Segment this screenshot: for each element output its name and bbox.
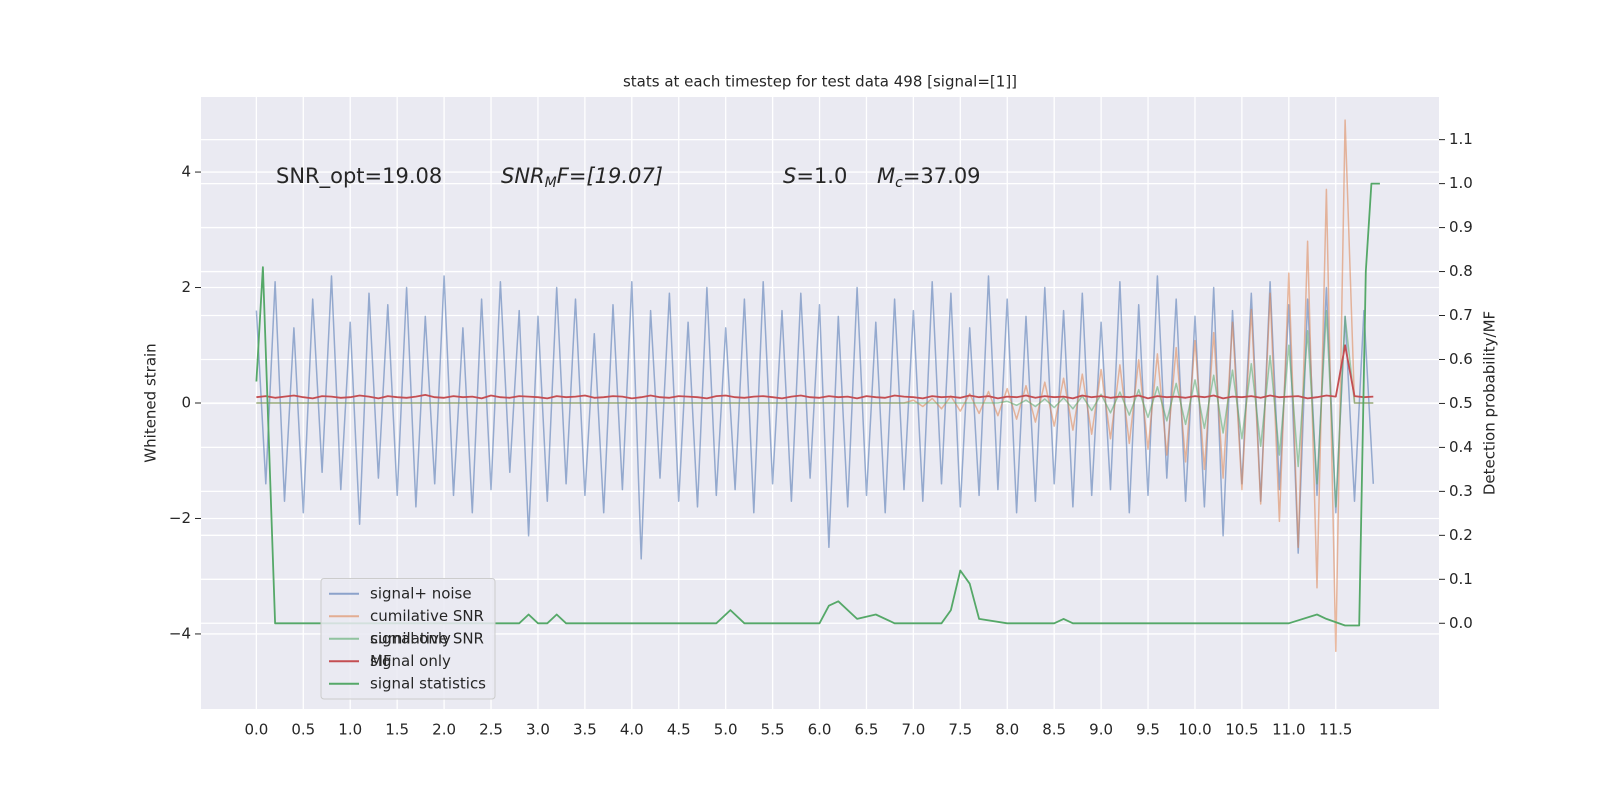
legend-label: cumilative SNR xyxy=(370,607,484,625)
legend-label: signal statistics xyxy=(370,674,486,692)
x-tick-label: 9.0 xyxy=(1089,721,1113,739)
annotation-part: F=[19.07] xyxy=(557,164,663,188)
annotation-part: M xyxy=(545,175,557,191)
y2-tick-label: 0.1 xyxy=(1449,570,1473,588)
y-tick-label: 4 xyxy=(181,163,191,181)
x-tick-label: 0.5 xyxy=(291,721,315,739)
annotation: S=1.0 xyxy=(783,164,847,188)
x-tick-label: 11.5 xyxy=(1319,721,1352,739)
y2-tick-label: 0.8 xyxy=(1449,262,1473,280)
y-tick-label: −4 xyxy=(169,624,191,642)
x-tick-label: 5.5 xyxy=(761,721,785,739)
x-tick-label: 0.0 xyxy=(244,721,268,739)
x-tick-label: 1.0 xyxy=(338,721,362,739)
series-line xyxy=(255,182,1380,627)
y2-tick-label: 0.3 xyxy=(1449,482,1473,500)
y2-tick-label: 1.1 xyxy=(1449,130,1473,148)
ghost-legend-label: cumilative SNR xyxy=(370,629,484,647)
y2-tick-label: 1.0 xyxy=(1449,174,1473,192)
y2-tick-label: 0.4 xyxy=(1449,438,1473,456)
annotation-part: S xyxy=(783,164,796,188)
legend-label: signal only xyxy=(370,629,451,647)
series-line xyxy=(256,309,1374,508)
x-tick-label: 3.0 xyxy=(526,721,550,739)
annotation-part: =37.09 xyxy=(903,164,981,188)
legend-label: MF xyxy=(370,652,392,670)
y-tick-label: 2 xyxy=(181,278,191,296)
x-tick-label: 2.5 xyxy=(479,721,503,739)
x-tick-label: 8.5 xyxy=(1042,721,1066,739)
x-tick-label: 1.5 xyxy=(385,721,409,739)
y-axis-label: Whitened strain xyxy=(142,343,160,462)
x-tick-label: 2.0 xyxy=(432,721,456,739)
y2-tick-label: 0.6 xyxy=(1449,350,1473,368)
x-tick-label: 6.5 xyxy=(855,721,879,739)
annotation: SNR_opt=19.08 xyxy=(276,164,442,189)
axes: 0.0 0.5 1.0 1.5 2.0 2.5 3.0 3.5 4.0 4.5 5.0 5.5 6.0 6… xyxy=(169,130,1473,738)
chart-title: stats at each timestep for test data 498… xyxy=(623,73,1017,91)
x-tick-label: 10.5 xyxy=(1225,721,1258,739)
x-tick-label: 4.0 xyxy=(620,721,644,739)
x-tick-label: 11.0 xyxy=(1272,721,1305,739)
ghost-legend-label: signal only xyxy=(370,652,451,670)
y2-tick-label: 0.0 xyxy=(1449,614,1473,632)
plot-lines xyxy=(255,119,1380,653)
y-tick-label: 0 xyxy=(181,394,191,412)
x-tick-label: 7.0 xyxy=(901,721,925,739)
y2-tick-label: 0.2 xyxy=(1449,526,1473,544)
x-tick-label: 9.5 xyxy=(1136,721,1160,739)
annotation-part: =1.0 xyxy=(796,164,847,188)
x-tick-label: 5.0 xyxy=(714,721,738,739)
series-line xyxy=(256,344,1374,400)
x-tick-label: 6.0 xyxy=(808,721,832,739)
y2-axis-label: Detection probability/MF xyxy=(1481,311,1499,495)
x-tick-label: 7.5 xyxy=(948,721,972,739)
annotation-part: M xyxy=(877,164,895,188)
y-tick-label: −2 xyxy=(169,509,191,527)
legend-label: signal+ noise xyxy=(370,584,472,602)
y2-tick-label: 0.7 xyxy=(1449,306,1473,324)
y2-tick-label: 0.9 xyxy=(1449,218,1473,236)
x-tick-label: 4.5 xyxy=(667,721,691,739)
annotation-part: c xyxy=(895,175,903,191)
x-tick-label: 10.0 xyxy=(1178,721,1211,739)
y2-tick-label: 0.5 xyxy=(1449,394,1473,412)
annotation: Mc=37.09 xyxy=(877,164,981,191)
x-tick-label: 3.5 xyxy=(573,721,597,739)
legend-box xyxy=(320,578,496,700)
annotation-part: SNR xyxy=(501,164,545,188)
annotation: SNRMF=[19.07] xyxy=(501,164,663,191)
series-line xyxy=(255,275,1375,560)
x-tick-label: 8.0 xyxy=(995,721,1019,739)
